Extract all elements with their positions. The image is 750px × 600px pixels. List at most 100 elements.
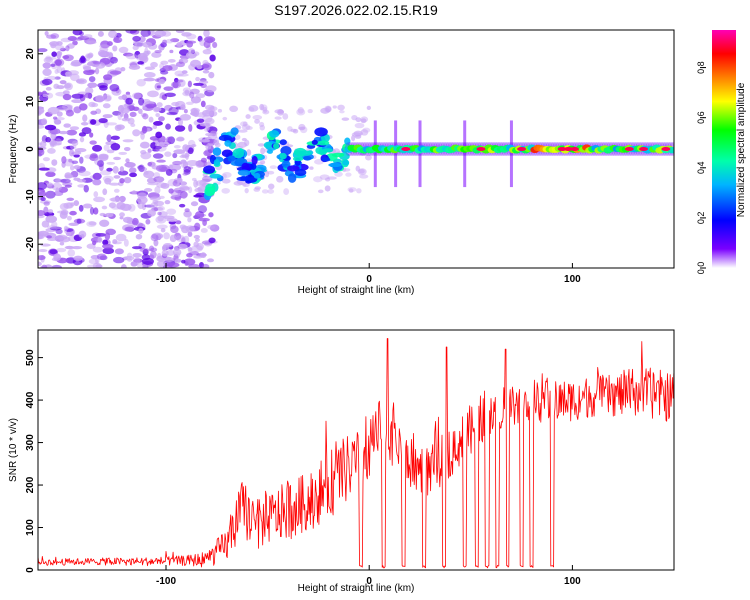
spectrogram-cell [157, 211, 162, 216]
spectrogram-cell [181, 32, 192, 37]
spectrogram-cell [209, 173, 222, 179]
spectrogram-cell [38, 48, 48, 53]
spectrogram-cell [167, 59, 176, 63]
spectrogram-cell [297, 107, 304, 114]
spectrogram-cell [119, 212, 125, 218]
spectrogram-cell [70, 144, 77, 150]
spectrogram-cell [38, 210, 46, 216]
spectrogram-cell [176, 178, 182, 184]
spectrogram-cell [175, 235, 186, 242]
spectrogram-cell [133, 40, 138, 46]
spectrogram-cell [152, 200, 159, 204]
spectrogram-cell [69, 149, 75, 157]
colorbar: 0.0 0.2 0.4 0.6 0.8 Normalized spectral ampl… [696, 30, 747, 274]
spectrogram-cell [209, 54, 216, 62]
spectrogram-cell [204, 186, 216, 197]
spectrogram-cell [179, 113, 192, 121]
spectrogram-cell [183, 235, 190, 244]
spectrogram-cell [76, 179, 87, 183]
spectrogram-cell [253, 172, 261, 179]
spectrogram-cell [102, 239, 109, 246]
spectrogram-cell [45, 182, 54, 187]
spectrogram-cell [204, 117, 215, 125]
spectrogram-cell [54, 76, 61, 80]
spectrogram-cell [147, 161, 156, 167]
spectrogram-cell [187, 217, 192, 223]
spectrogram-x-label: Height of straight line (km) [298, 285, 415, 296]
spectrogram-cell [108, 202, 117, 209]
spectrogram-cell [68, 158, 73, 163]
spectrogram-cell [119, 178, 125, 184]
snr-plot-area [38, 330, 674, 570]
spectrogram-cell [170, 81, 181, 89]
spectrogram-cell [193, 241, 199, 248]
spectrogram-cell [150, 234, 159, 242]
spectrogram-cell [38, 146, 44, 154]
spectrogram-cell [401, 147, 411, 151]
spectrogram-cell [221, 178, 231, 184]
spectrogram-cell [189, 91, 195, 99]
spectrogram-cell [175, 220, 182, 225]
spectrogram-cell [142, 102, 148, 110]
spectrogram-cell [162, 65, 173, 72]
spectrogram-cell [212, 147, 222, 156]
spectrogram-cell [131, 246, 142, 250]
figure-title: S197.2026.022.02.15.R19 [274, 2, 438, 18]
spectrogram-cell [93, 191, 99, 198]
spectrogram-cell [62, 181, 73, 187]
spectrogram-cell [78, 170, 91, 177]
spectrogram-cell [185, 225, 196, 233]
spectrogram-cell [172, 248, 182, 257]
spectrogram-cell [294, 169, 307, 176]
spectrogram-cell [71, 140, 79, 146]
spectrogram-cell [241, 162, 250, 171]
spectrogram-cell [123, 176, 132, 184]
spectrogram-cell [124, 226, 134, 232]
spectrogram-cell [64, 83, 72, 89]
spectrogram-cell [174, 79, 184, 83]
spectrogram-cell [90, 110, 98, 115]
spectrogram-cell [52, 116, 58, 120]
spectrogram-cell [110, 135, 120, 141]
spectrogram-cell [73, 106, 82, 114]
spectrogram-cell [175, 61, 185, 68]
spectrogram-cell [152, 124, 158, 130]
spectrogram-cell [89, 132, 94, 138]
spectrogram-cell [82, 203, 93, 209]
y-tick-label: 10 [25, 95, 36, 107]
colorbar-tick-label: 0.2 [696, 212, 706, 225]
spectrogram-cell [65, 71, 73, 77]
spectrogram-cell [138, 164, 145, 173]
spectrogram-cell [639, 147, 649, 151]
spectrogram-cell [45, 215, 58, 223]
spectrogram-cell [143, 171, 149, 175]
spectrogram-cell [49, 249, 58, 255]
spectrogram-cell [94, 174, 102, 179]
spectrogram-cell [207, 224, 216, 230]
spectrogram-cell [128, 167, 137, 174]
spectrogram-cell [92, 61, 102, 65]
spectrogram-cell [339, 110, 345, 114]
spectrogram-cell [184, 208, 190, 213]
spectrogram-cell [45, 86, 52, 91]
spectrogram-cell [624, 147, 634, 151]
spectrogram-cell [296, 108, 306, 116]
spectrogram-cell [181, 259, 186, 264]
spectrogram-cell [39, 140, 47, 148]
spectrogram-cell [92, 174, 98, 180]
spectrogram-cell [251, 155, 258, 165]
spectrogram-cell [94, 62, 106, 69]
spectrogram-cell [324, 177, 331, 182]
spectrogram-cell [41, 220, 50, 228]
spectrogram-cell [42, 93, 48, 98]
spectrogram-cell [138, 227, 144, 234]
spectrogram-cell [143, 50, 150, 57]
spectrogram-cell [187, 147, 194, 155]
spectrogram-cell [104, 177, 112, 185]
spectrogram-cell [260, 160, 266, 165]
spectrogram-cell [174, 125, 186, 132]
spectrogram-cell [51, 264, 63, 268]
x-tick-label: 100 [564, 576, 581, 587]
spectrogram-cell [154, 82, 162, 91]
